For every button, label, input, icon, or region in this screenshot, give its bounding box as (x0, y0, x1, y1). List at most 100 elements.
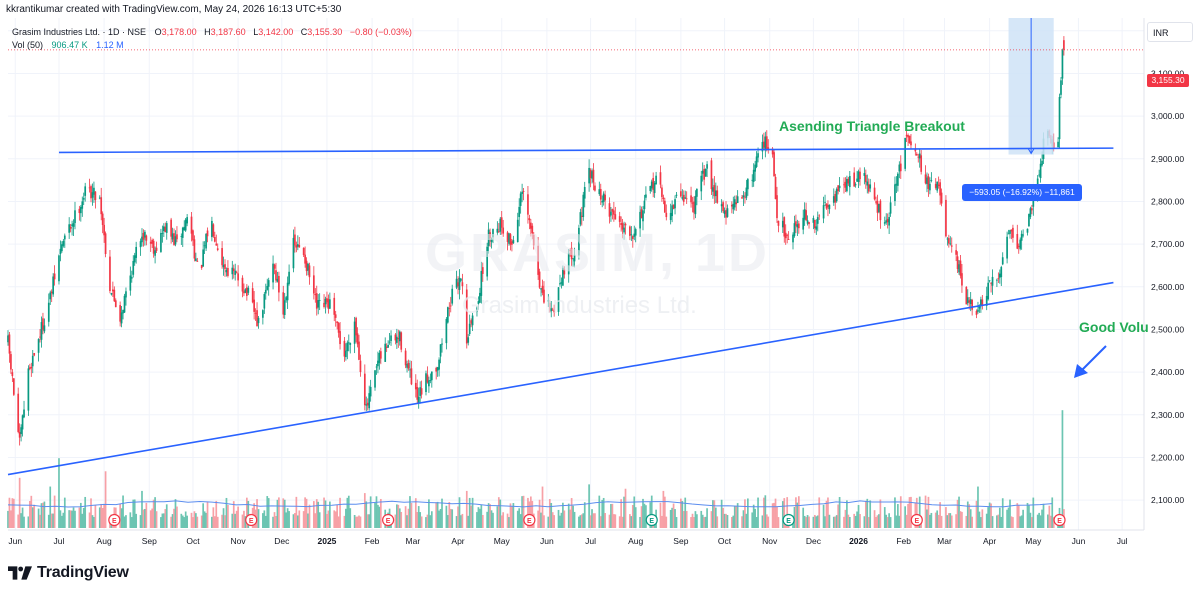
candle-body (889, 202, 892, 214)
volume-bar (28, 500, 31, 528)
candle-body (84, 186, 87, 196)
candle-body (765, 136, 768, 149)
candle-body (409, 369, 411, 371)
earnings-marker-circle (108, 513, 121, 527)
candle-body (397, 338, 400, 340)
volume-bar (1038, 512, 1040, 528)
candle-body (190, 216, 193, 234)
candle-body (645, 194, 647, 198)
open-label: O (154, 27, 162, 37)
candle-body (530, 222, 532, 229)
candle-body (1019, 239, 1022, 249)
candle-body (119, 305, 121, 322)
currency-selector[interactable]: INR (1147, 22, 1193, 42)
volume-bar (122, 495, 124, 528)
candle-body (859, 171, 861, 180)
volume-bar (323, 497, 325, 528)
trendline[interactable] (58, 147, 1114, 154)
volume-bar (374, 502, 376, 528)
candle-body (1016, 234, 1019, 249)
candle-body (771, 148, 774, 155)
x-tick-label: Apr (451, 536, 464, 546)
earnings-marker-icon[interactable]: E (782, 513, 795, 527)
volume-bar (559, 515, 561, 528)
volume-bar (818, 497, 821, 528)
x-tick-label: Nov (762, 536, 778, 546)
earnings-marker-icon[interactable]: E (245, 513, 258, 527)
candle-body (213, 237, 216, 242)
tradingview-brand[interactable]: TradingView (8, 562, 129, 584)
volume-bar (1001, 498, 1004, 528)
volume-bar (835, 515, 838, 528)
candle-body (353, 321, 356, 344)
volume-bar (1026, 502, 1029, 528)
candle-body (164, 226, 167, 233)
candle-body (195, 258, 197, 261)
volume-bar (448, 502, 451, 528)
candle-body (52, 276, 54, 295)
volume-bar (71, 510, 73, 528)
candle-body (315, 293, 318, 309)
earnings-marker-icon[interactable]: E (523, 513, 536, 527)
volume-bar (272, 516, 274, 528)
candle-body (152, 240, 155, 254)
volume-bar (802, 507, 805, 528)
candle-body (761, 141, 764, 152)
volume-bar (907, 503, 909, 528)
candle-body (78, 208, 81, 214)
volume-bar (439, 508, 442, 528)
volume-bar (598, 495, 601, 528)
candle-body (398, 331, 401, 342)
volume-bar (205, 512, 207, 528)
earnings-marker-icon[interactable]: E (382, 513, 395, 527)
volume-bar (580, 514, 583, 528)
legend: Grasim Industries Ltd. · 1D · NSE O3,178… (12, 26, 412, 52)
candle-body (1001, 257, 1004, 265)
volume-bar (875, 517, 877, 528)
volume-bar (742, 510, 745, 528)
volume-bar (285, 512, 288, 528)
candle-body (161, 233, 164, 235)
volume-bar (797, 496, 800, 528)
volume-bar (661, 515, 663, 528)
x-tick-label: Jul (585, 536, 596, 546)
trendline[interactable] (7, 281, 1114, 476)
candle-body (905, 134, 908, 137)
symbol-title[interactable]: Grasim Industries Ltd. · 1D · NSE (12, 27, 147, 37)
volume-bar (722, 507, 724, 528)
volume-bar (243, 510, 245, 528)
volume-bar (814, 514, 816, 528)
axes: 2,100.00 2,200.00 2,300.00 2,400.00 2,500.00… (8, 18, 1184, 546)
earnings-marker-icon[interactable]: E (910, 513, 923, 527)
candle-body (420, 388, 423, 395)
volume-bar (783, 498, 786, 528)
candle-body (693, 201, 695, 213)
candle-body (490, 239, 493, 242)
candle-body (292, 237, 295, 269)
earnings-marker-icon[interactable]: E (1053, 513, 1066, 527)
volume-label[interactable]: Vol (50) (12, 40, 44, 50)
earnings-marker-icon[interactable]: E (645, 513, 658, 527)
candle-body (816, 217, 819, 224)
volume-bar (318, 512, 321, 528)
volume-bar (876, 515, 879, 528)
volume-bar (894, 497, 896, 528)
candle-body (359, 360, 362, 373)
candle-body (81, 201, 84, 209)
candle-body (815, 226, 818, 230)
earnings-marker-icon[interactable]: E (108, 513, 121, 527)
volume-bar (690, 517, 692, 528)
volume-bar (733, 506, 736, 528)
earnings-marker-circle (382, 513, 395, 527)
volume-bar (275, 516, 277, 528)
legend-price-row: Grasim Industries Ltd. · 1D · NSE O3,178… (12, 26, 412, 39)
candle-body (866, 181, 869, 186)
volume-bar (755, 517, 758, 528)
candle-body (262, 310, 264, 318)
close-label: C (300, 27, 308, 37)
candle-body (455, 278, 458, 288)
volume-bar (854, 515, 857, 528)
candle-body (448, 308, 451, 310)
candle-body (145, 235, 148, 241)
